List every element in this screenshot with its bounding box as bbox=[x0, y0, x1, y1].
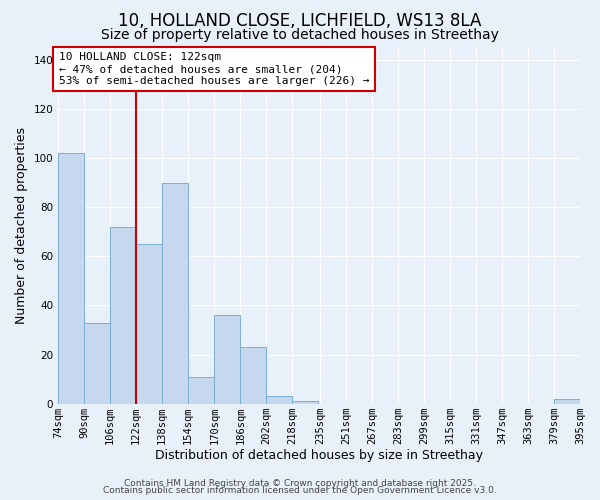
Bar bbox=[84, 322, 110, 404]
Bar bbox=[162, 182, 188, 404]
Bar bbox=[136, 244, 162, 404]
Bar bbox=[266, 396, 292, 404]
Text: Contains HM Land Registry data © Crown copyright and database right 2025.: Contains HM Land Registry data © Crown c… bbox=[124, 478, 476, 488]
Bar bbox=[188, 376, 214, 404]
Bar bbox=[110, 227, 136, 404]
Text: 10 HOLLAND CLOSE: 122sqm
← 47% of detached houses are smaller (204)
53% of semi-: 10 HOLLAND CLOSE: 122sqm ← 47% of detach… bbox=[59, 52, 370, 86]
Text: Size of property relative to detached houses in Streethay: Size of property relative to detached ho… bbox=[101, 28, 499, 42]
Bar bbox=[240, 347, 266, 404]
Bar bbox=[214, 315, 240, 404]
Bar bbox=[554, 399, 580, 404]
Bar bbox=[58, 153, 84, 404]
X-axis label: Distribution of detached houses by size in Streethay: Distribution of detached houses by size … bbox=[155, 450, 483, 462]
Text: 10, HOLLAND CLOSE, LICHFIELD, WS13 8LA: 10, HOLLAND CLOSE, LICHFIELD, WS13 8LA bbox=[118, 12, 482, 30]
Y-axis label: Number of detached properties: Number of detached properties bbox=[15, 127, 28, 324]
Text: Contains public sector information licensed under the Open Government Licence v3: Contains public sector information licen… bbox=[103, 486, 497, 495]
Bar bbox=[292, 401, 318, 404]
